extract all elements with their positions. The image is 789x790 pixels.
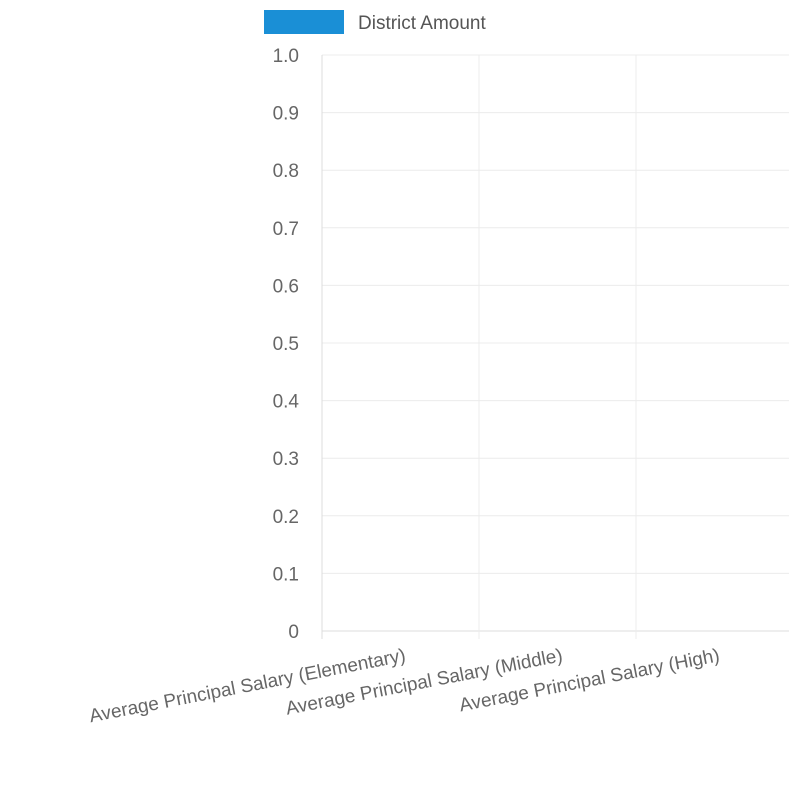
y-tick-label: 0.8: [273, 161, 299, 182]
y-tick-label: 0: [288, 622, 299, 643]
x-tick-label: Average Principal Salary (High): [458, 645, 722, 716]
y-tick-label: 0.4: [273, 392, 300, 413]
y-tick-label: 0.3: [273, 449, 299, 470]
legend: District Amount: [264, 10, 486, 34]
y-tick-label: 0.5: [273, 334, 299, 355]
y-tick-label: 0.7: [273, 219, 299, 240]
legend-label: District Amount: [358, 13, 486, 34]
y-tick-label: 0.9: [273, 104, 299, 125]
y-tick-label: 1.0: [273, 46, 299, 67]
y-tick-label: 0.1: [273, 564, 299, 585]
y-axis: 0 0.1 0.2 0.3 0.4 0.5 0.6 0.7 0.8 0.9 1.0: [273, 46, 300, 643]
gridlines: [321, 54, 789, 639]
legend-swatch: [264, 10, 344, 34]
y-tick-label: 0.2: [273, 507, 299, 528]
x-axis: Average Principal Salary (Elementary)Ave…: [88, 645, 722, 727]
y-tick-label: 0.6: [273, 276, 299, 297]
